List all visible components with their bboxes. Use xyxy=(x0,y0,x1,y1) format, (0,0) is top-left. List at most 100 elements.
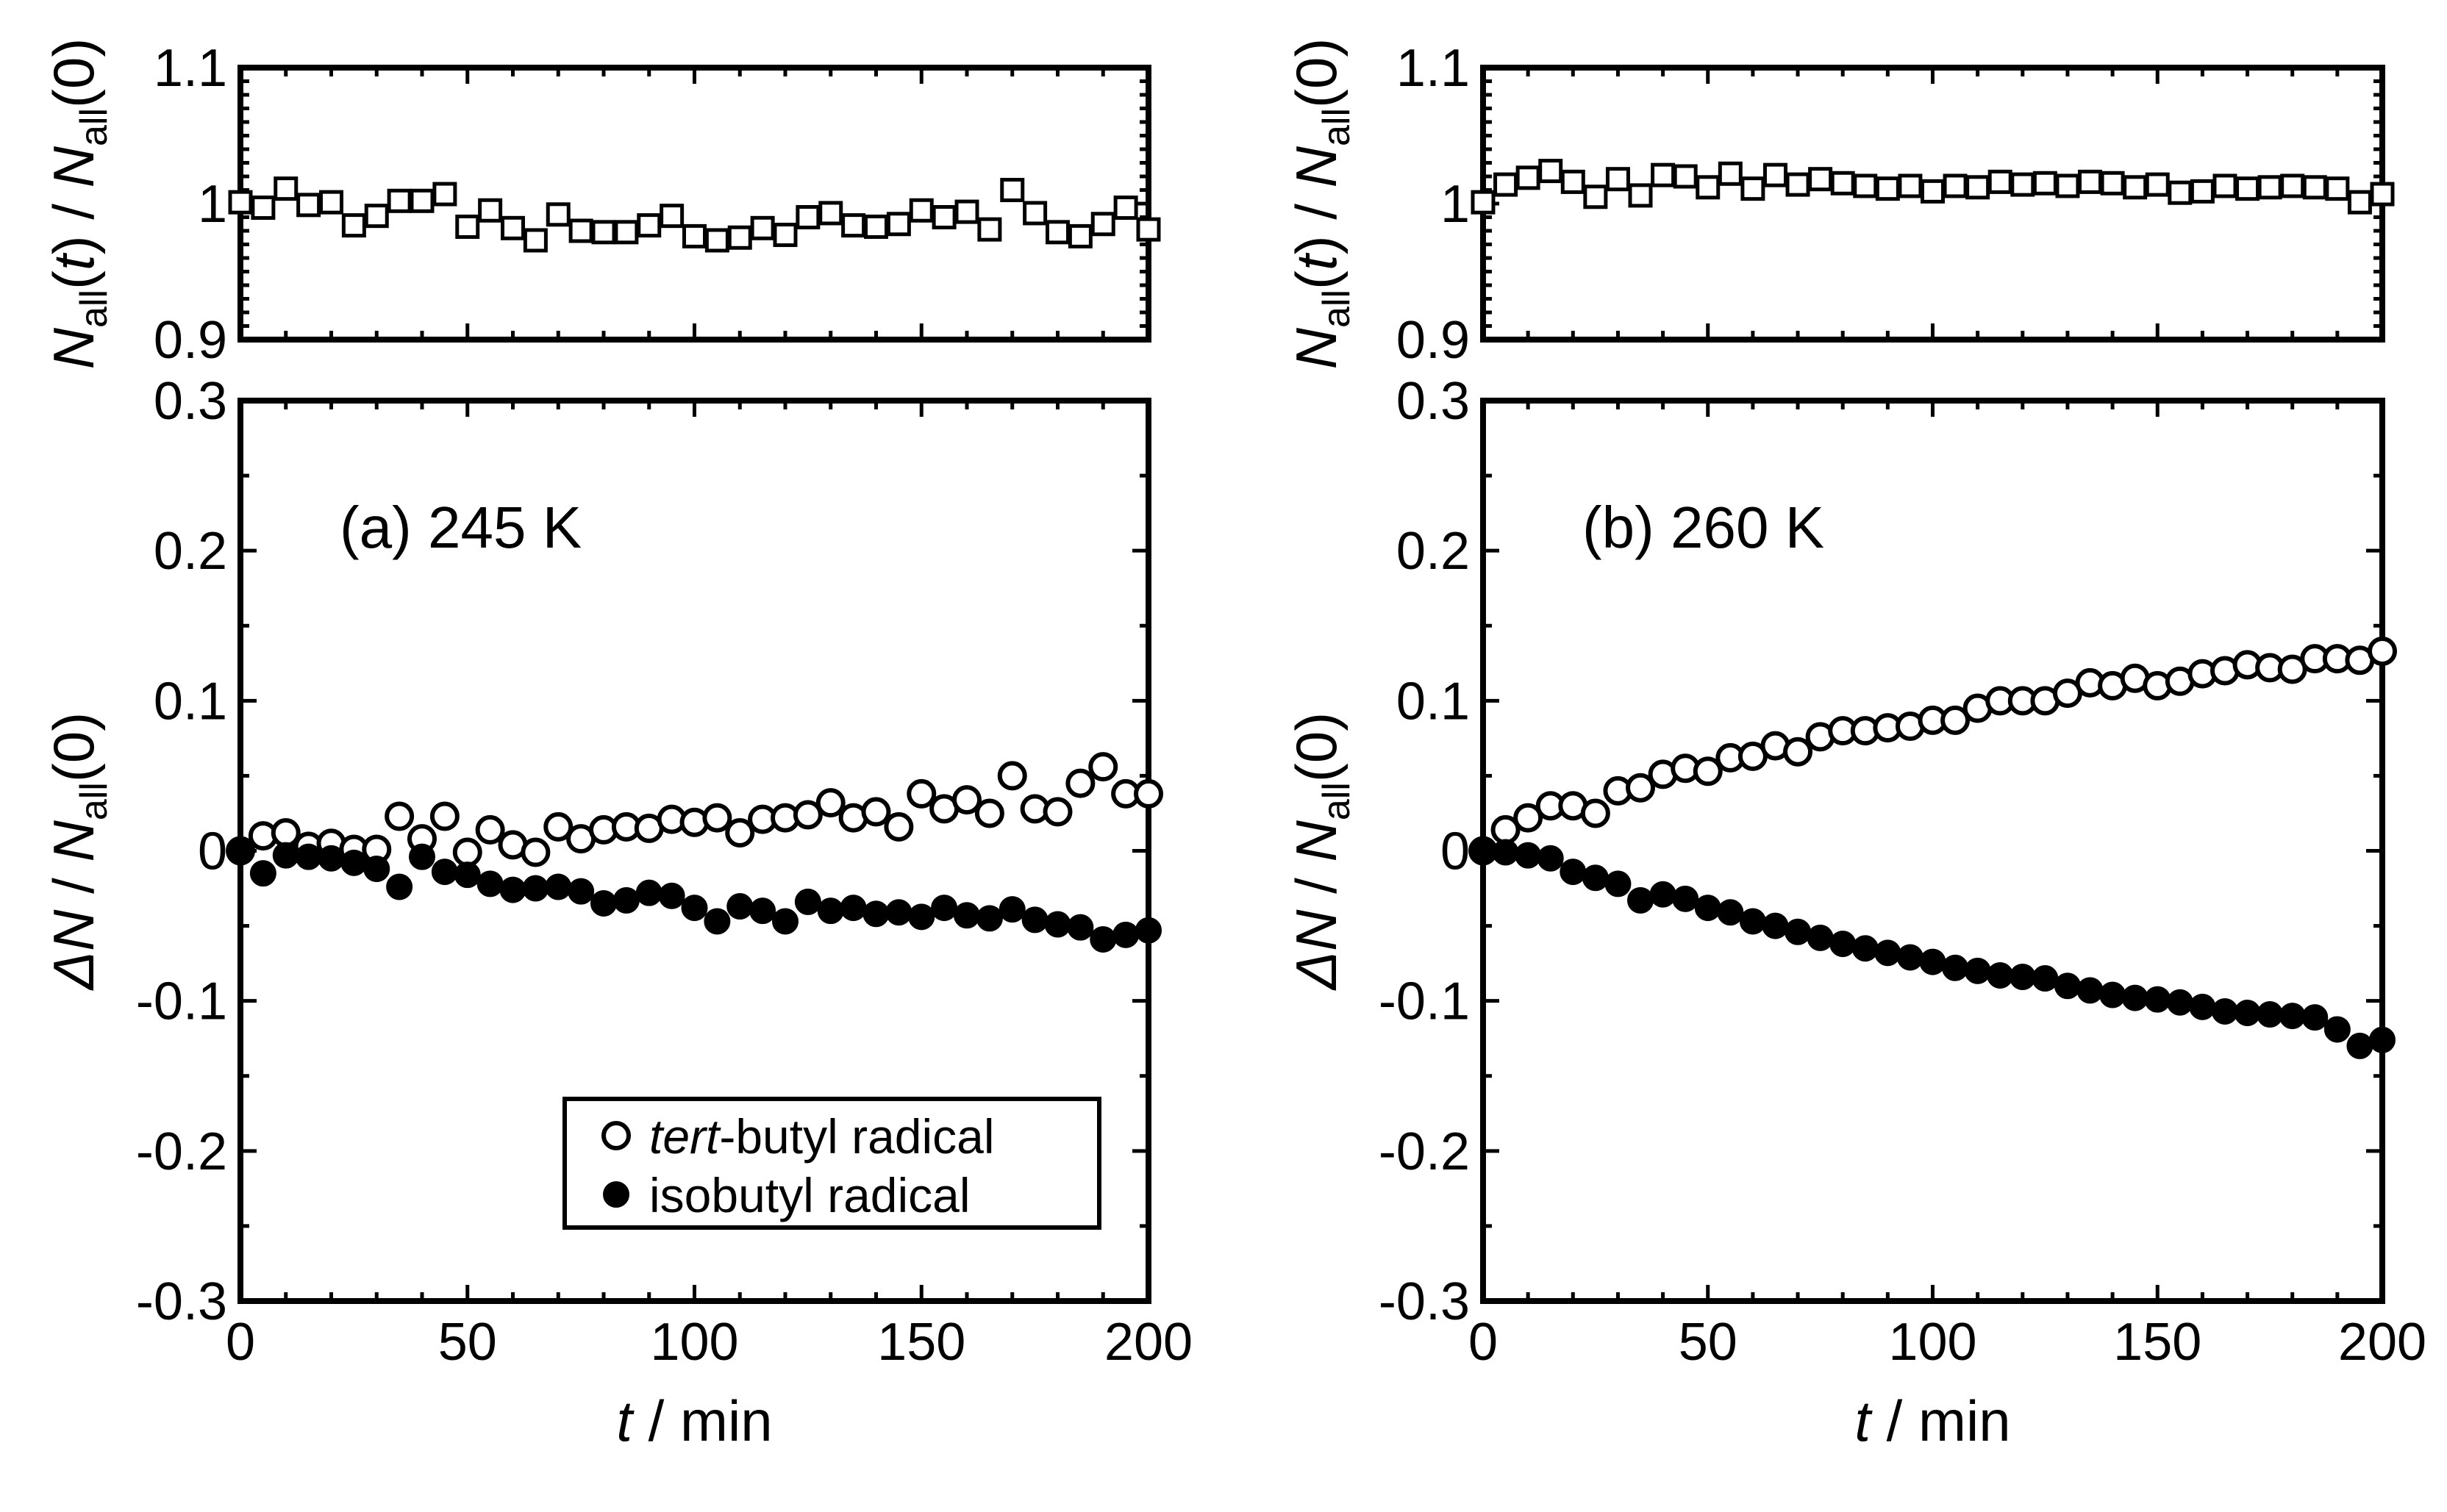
isobutyl-marker xyxy=(1942,954,1969,981)
tert-butyl-marker xyxy=(861,797,891,827)
isobutyl-marker xyxy=(340,849,368,876)
isobutyl-marker xyxy=(2279,1003,2306,1030)
legend-entry-label: tert-butyl radical xyxy=(649,1109,995,1164)
tert-butyl-marker xyxy=(1783,737,1813,767)
ratio-marker xyxy=(1136,217,1161,242)
ratio-marker xyxy=(2280,173,2305,198)
tert-butyl-marker xyxy=(952,785,982,815)
ratio-marker xyxy=(1651,162,1676,187)
isobutyl-marker xyxy=(1829,931,1857,958)
label-delta-n: ΔN xyxy=(1284,909,1348,991)
isobutyl-marker xyxy=(1964,957,1991,984)
ratio-marker xyxy=(2370,182,2395,207)
isobutyl-marker xyxy=(635,879,662,906)
bottom-y-tick-label: 0.2 xyxy=(154,522,227,581)
top-y-tick-label: 0.9 xyxy=(1396,311,1470,370)
isobutyl-marker xyxy=(1874,939,1901,967)
ratio-marker xyxy=(977,217,1002,242)
isobutyl-marker xyxy=(862,900,890,928)
ratio-marker xyxy=(1830,171,1855,196)
label-n2: N xyxy=(1284,146,1348,187)
isobutyl-marker xyxy=(2234,1000,2261,1026)
label-sep: ) / xyxy=(1284,187,1348,254)
isobutyl-marker xyxy=(817,897,844,925)
ratio-marker xyxy=(1471,190,1496,215)
bottom-y-tick-label: 0.3 xyxy=(1396,372,1470,431)
label-n: N xyxy=(1284,820,1348,862)
isobutyl-marker xyxy=(1537,845,1564,872)
ratio-marker xyxy=(1740,176,1765,201)
isobutyl-marker xyxy=(726,893,754,920)
isobutyl-marker xyxy=(1112,921,1140,948)
ratio-marker xyxy=(2190,179,2215,204)
label-n: N xyxy=(41,327,106,369)
isobutyl-marker xyxy=(1492,839,1519,866)
x-tick-label: 50 xyxy=(438,1313,497,1372)
ratio-marker xyxy=(1023,201,1048,226)
x-label-t: t xyxy=(1854,1389,1873,1453)
label-sub-all: all xyxy=(73,782,115,820)
isobutyl-marker xyxy=(976,905,1003,932)
isobutyl-marker xyxy=(2189,993,2216,1020)
ratio-marker xyxy=(796,205,821,229)
ratio-marker xyxy=(523,228,548,253)
isobutyl-marker xyxy=(2301,1004,2329,1031)
bottom-y-tick-label: 0.3 xyxy=(154,372,227,431)
x-tick-label: 0 xyxy=(1468,1313,1498,1372)
ratio-marker xyxy=(2257,175,2282,200)
label-sep: / xyxy=(1284,862,1348,910)
label-delta-n: ΔN xyxy=(41,909,106,991)
bottom-y-tick-label: 0.1 xyxy=(154,672,227,731)
isobutyl-marker xyxy=(2211,997,2238,1025)
ratio-marker xyxy=(704,228,729,253)
label-n2: N xyxy=(41,146,106,187)
ratio-marker xyxy=(818,201,843,226)
isobutyl-marker xyxy=(931,895,958,922)
isobutyl-marker xyxy=(772,908,799,935)
tert-butyl-marker xyxy=(475,814,505,845)
top-y-axis-label: Nall(t) / Nall(0) xyxy=(1284,38,1358,370)
legend-text-part: isobutyl radical xyxy=(649,1168,971,1222)
label-t: t xyxy=(41,252,106,270)
bottom-y-tick-label: -0.2 xyxy=(1379,1122,1470,1181)
ratio-marker xyxy=(1605,167,1630,192)
tert-butyl-marker xyxy=(1580,798,1610,828)
tert-butyl-marker xyxy=(452,837,482,867)
ratio-marker xyxy=(864,214,888,239)
bottom-y-tick-label: -0.3 xyxy=(1379,1272,1470,1331)
isobutyl-marker xyxy=(272,842,299,869)
x-tick-label: 150 xyxy=(2113,1313,2201,1372)
tert-butyl-marker xyxy=(1626,773,1656,803)
label-sub-all: all xyxy=(1315,290,1358,328)
isobutyl-marker xyxy=(318,845,345,872)
isobutyl-marker xyxy=(499,876,526,903)
ratio-marker xyxy=(1921,179,1945,204)
isobutyl-marker xyxy=(545,873,572,900)
isobutyl-marker xyxy=(2346,1032,2373,1059)
ratio-marker xyxy=(387,188,412,213)
ratio-marker xyxy=(750,215,775,240)
isobutyl-marker xyxy=(2099,981,2126,1008)
isobutyl-marker xyxy=(840,895,867,922)
tert-butyl-marker xyxy=(385,801,415,831)
bottom-y-tick-label: 0 xyxy=(198,823,227,881)
ratio-marker xyxy=(2100,171,2125,196)
isobutyl-marker xyxy=(1067,914,1094,941)
bottom-y-axis-label: ΔN / Nall(0) xyxy=(1284,712,1358,991)
ratio-marker xyxy=(1808,167,1833,192)
isobutyl-marker xyxy=(1851,935,1879,962)
ratio-marker xyxy=(1538,159,1563,184)
label-tail: (0) xyxy=(41,712,106,782)
label-sub-all2: all xyxy=(1315,108,1358,146)
bottom-y-tick-label: 0 xyxy=(1440,823,1470,881)
tert-butyl-marker xyxy=(1693,756,1723,787)
ratio-marker xyxy=(410,188,435,213)
ratio-marker xyxy=(478,198,503,223)
x-axis-label: t / min xyxy=(1854,1389,2010,1453)
x-tick-label: 200 xyxy=(1104,1313,1193,1372)
isobutyl-marker xyxy=(1987,961,2014,989)
ratio-marker xyxy=(2302,175,2327,200)
x-tick-label: 200 xyxy=(2338,1313,2426,1372)
